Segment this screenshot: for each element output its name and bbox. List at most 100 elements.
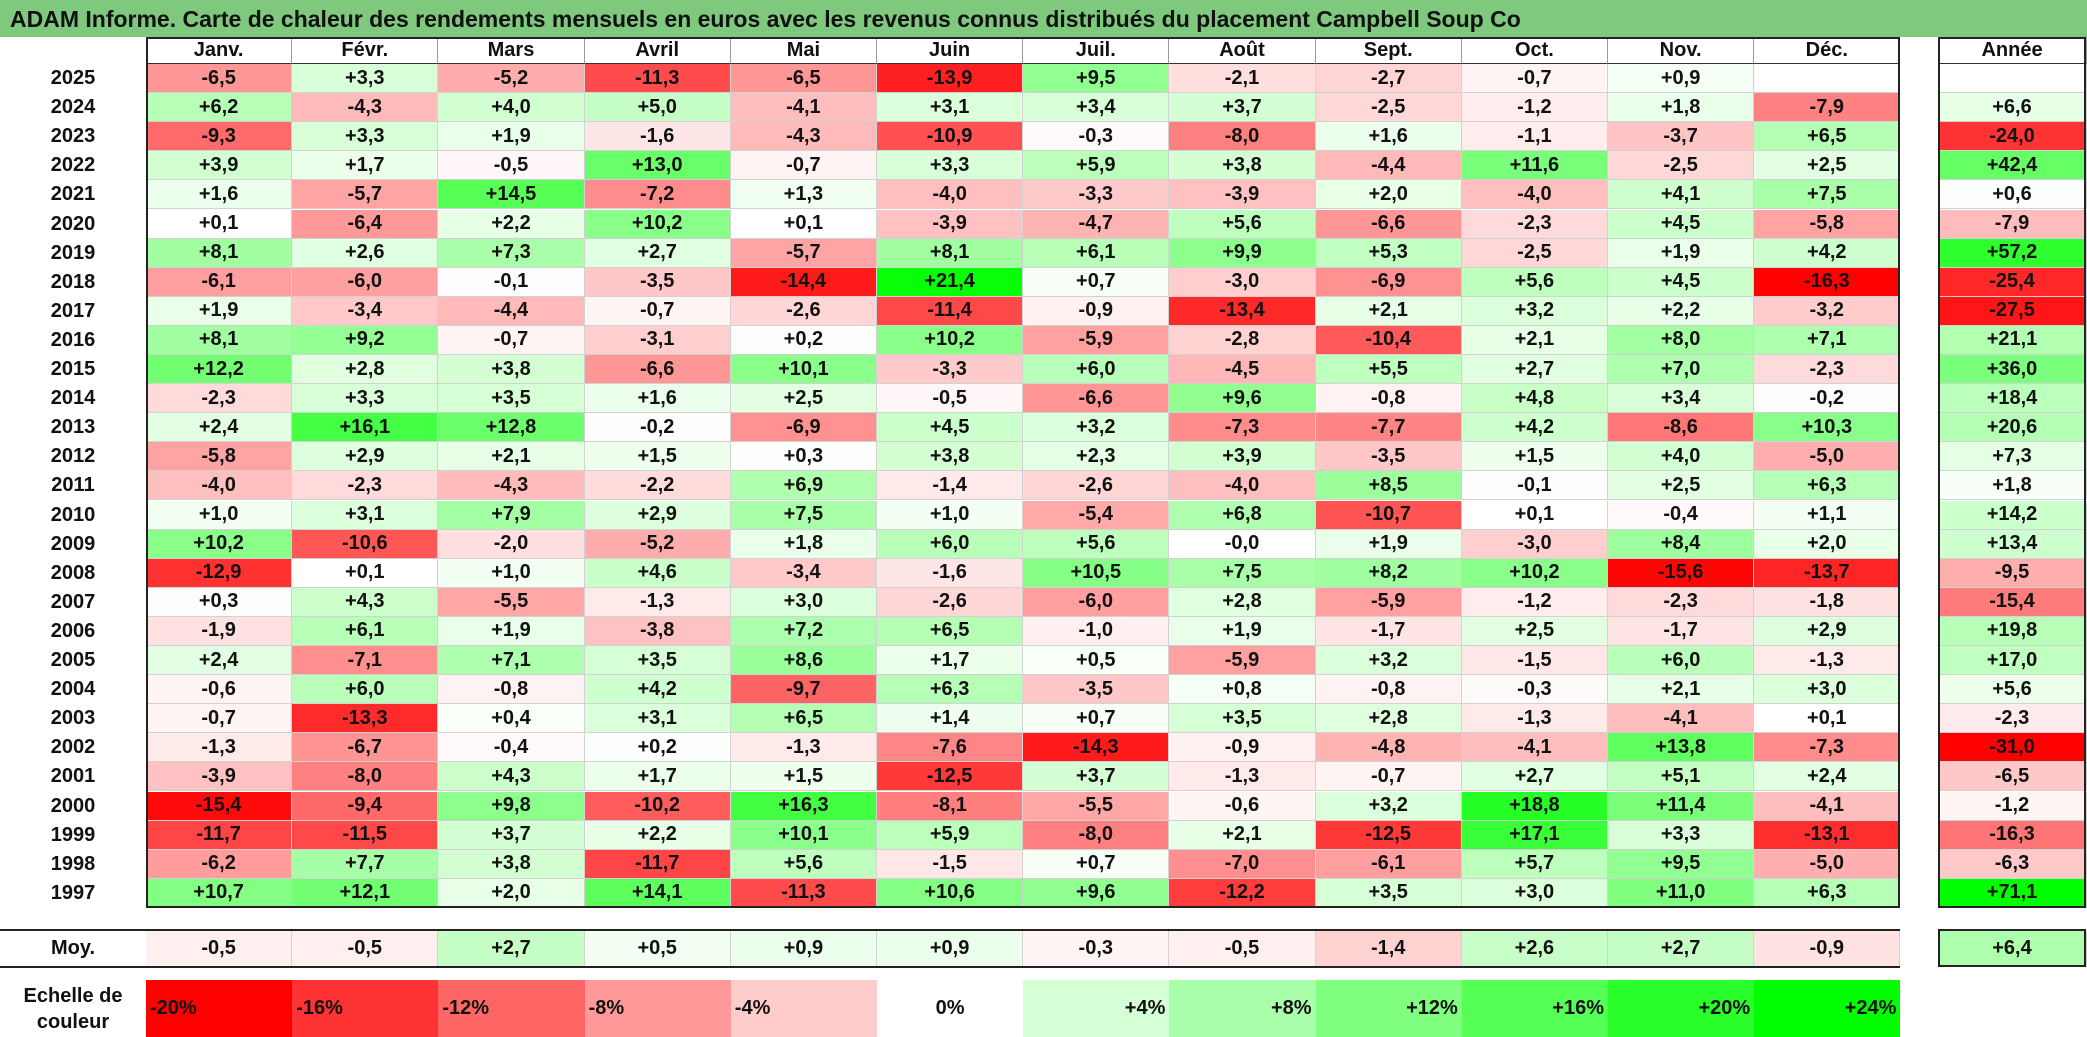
heatmap-cell: -14,4 — [730, 267, 877, 297]
annual-cell-2020: -7,9 — [1938, 209, 2087, 239]
year-label-2015: 2015 — [0, 355, 146, 385]
heatmap-cell: -2,5 — [1315, 93, 1462, 123]
heatmap-cell: -8,6 — [1608, 413, 1755, 443]
heatmap-cell: +3,3 — [292, 384, 439, 414]
heatmap-cell: +2,2 — [1608, 296, 1755, 326]
heatmap-cell: +3,1 — [584, 704, 731, 734]
color-scale-stop: +16% — [1461, 980, 1608, 1037]
heatmap-cell: -7,3 — [1169, 413, 1316, 443]
annual-cell-2016: +21,1 — [1938, 325, 2087, 355]
color-scale-stop: +12% — [1315, 980, 1462, 1037]
heatmap-cell: -0,6 — [1169, 791, 1316, 821]
average-cell: -0,5 — [292, 930, 439, 967]
heatmap-cell: -10,7 — [1315, 500, 1462, 530]
heatmap-cell: +5,9 — [1023, 151, 1170, 181]
heatmap-cell: +6,0 — [877, 529, 1024, 559]
heatmap-cell: +3,8 — [438, 849, 585, 879]
heatmap-cell: -6,9 — [1315, 267, 1462, 297]
heatmap-cell: +10,6 — [877, 878, 1024, 908]
heatmap-cell: +3,2 — [1461, 296, 1608, 326]
heatmap-cell: -8,0 — [1169, 122, 1316, 152]
heatmap-cell: -0,8 — [1315, 384, 1462, 414]
heatmap-cell: -3,5 — [1023, 675, 1170, 705]
heatmap-cell: +3,9 — [1169, 442, 1316, 472]
color-scale-stop: -4% — [730, 980, 877, 1037]
heatmap-cell: -5,5 — [1023, 791, 1170, 821]
average-annual-cell: +6,4 — [1938, 930, 2087, 967]
annual-cell-2006: +19,8 — [1938, 616, 2087, 646]
heatmap-cell: +3,7 — [1023, 762, 1170, 792]
heatmap-cell: +6,3 — [1754, 471, 1901, 501]
month-header-9: Sept. — [1315, 37, 1462, 64]
heatmap-cell: +2,4 — [146, 646, 293, 676]
heatmap-cell: -3,3 — [877, 355, 1024, 385]
heatmap-cell: -5,0 — [1754, 849, 1901, 879]
annual-cell-2011: +1,8 — [1938, 471, 2087, 501]
month-header-3: Mars — [438, 37, 585, 64]
heatmap-cell: -7,1 — [292, 646, 439, 676]
heatmap-cell: -0,2 — [1754, 384, 1901, 414]
heatmap-cell: -2,3 — [1608, 587, 1755, 617]
heatmap-cell: +3,1 — [292, 500, 439, 530]
heatmap-cell: +10,5 — [1023, 558, 1170, 588]
heatmap-cell: -4,5 — [1169, 355, 1316, 385]
heatmap-cell: -1,8 — [1754, 587, 1901, 617]
heatmap-cell: -5,0 — [1754, 442, 1901, 472]
heatmap-cell: -11,7 — [584, 849, 731, 879]
annual-cell-1998: -6,3 — [1938, 849, 2087, 879]
heatmap-cell: -4,4 — [438, 296, 585, 326]
month-header-12: Déc. — [1754, 37, 1901, 64]
annual-cell-2004: +5,6 — [1938, 675, 2087, 705]
heatmap-cell: +11,6 — [1461, 151, 1608, 181]
year-label-1998: 1998 — [0, 849, 146, 879]
heatmap-cell: -0,7 — [1315, 762, 1462, 792]
heatmap-cell: -1,1 — [1461, 122, 1608, 152]
heatmap-cell: +1,7 — [584, 762, 731, 792]
heatmap-cell: +4,5 — [877, 413, 1024, 443]
heatmap-cell: +2,5 — [730, 384, 877, 414]
heatmap-cell: +1,9 — [146, 296, 293, 326]
heatmap-cell: -1,3 — [1754, 646, 1901, 676]
heatmap-cell: +0,9 — [1608, 64, 1755, 94]
heatmap-cell: -2,6 — [877, 587, 1024, 617]
heatmap-cell: +3,5 — [438, 384, 585, 414]
heatmap-cell: -10,2 — [584, 791, 731, 821]
heatmap-cell: -7,6 — [877, 733, 1024, 763]
heatmap-cell: -6,5 — [146, 64, 293, 94]
year-label-1997: 1997 — [0, 878, 146, 908]
average-cell: +0,9 — [730, 930, 877, 967]
color-scale-stop: -16% — [292, 980, 439, 1037]
heatmap-cell: -4,1 — [730, 93, 877, 123]
heatmap-cell: -4,0 — [877, 180, 1024, 210]
heatmap-cell: +10,3 — [1754, 413, 1901, 443]
heatmap-cell: +4,1 — [1608, 180, 1755, 210]
heatmap-cell: +1,5 — [730, 762, 877, 792]
heatmap-cell: -16,3 — [1754, 267, 1901, 297]
heatmap-cell: +2,0 — [1754, 529, 1901, 559]
year-label-2021: 2021 — [0, 180, 146, 210]
heatmap-cell: -3,0 — [1461, 529, 1608, 559]
heatmap-cell: +9,5 — [1608, 849, 1755, 879]
heatmap-cell: +2,8 — [292, 355, 439, 385]
month-header-4: Avril — [584, 37, 731, 64]
heatmap-cell: +2,6 — [292, 238, 439, 268]
color-scale-stop: -20% — [146, 980, 293, 1037]
heatmap-cell: -7,7 — [1315, 413, 1462, 443]
heatmap-cell: +2,7 — [584, 238, 731, 268]
heatmap-cell: +6,5 — [877, 616, 1024, 646]
heatmap-cell: +13,8 — [1608, 733, 1755, 763]
month-header-10: Oct. — [1461, 37, 1608, 64]
heatmap-cell: +5,9 — [877, 820, 1024, 850]
average-cell: -1,4 — [1315, 930, 1462, 967]
heatmap-cell: -1,5 — [877, 849, 1024, 879]
heatmap-cell: +3,3 — [292, 64, 439, 94]
heatmap-cell: +5,1 — [1608, 762, 1755, 792]
year-label-1999: 1999 — [0, 820, 146, 850]
heatmap-cell: -13,3 — [292, 704, 439, 734]
heatmap-cell: -2,3 — [1754, 355, 1901, 385]
heatmap-cell: +3,8 — [438, 355, 585, 385]
heatmap-cell: +0,1 — [146, 209, 293, 239]
heatmap-cell: +3,2 — [1023, 413, 1170, 443]
month-header-5: Mai — [730, 37, 877, 64]
annual-cell-2012: +7,3 — [1938, 442, 2087, 472]
